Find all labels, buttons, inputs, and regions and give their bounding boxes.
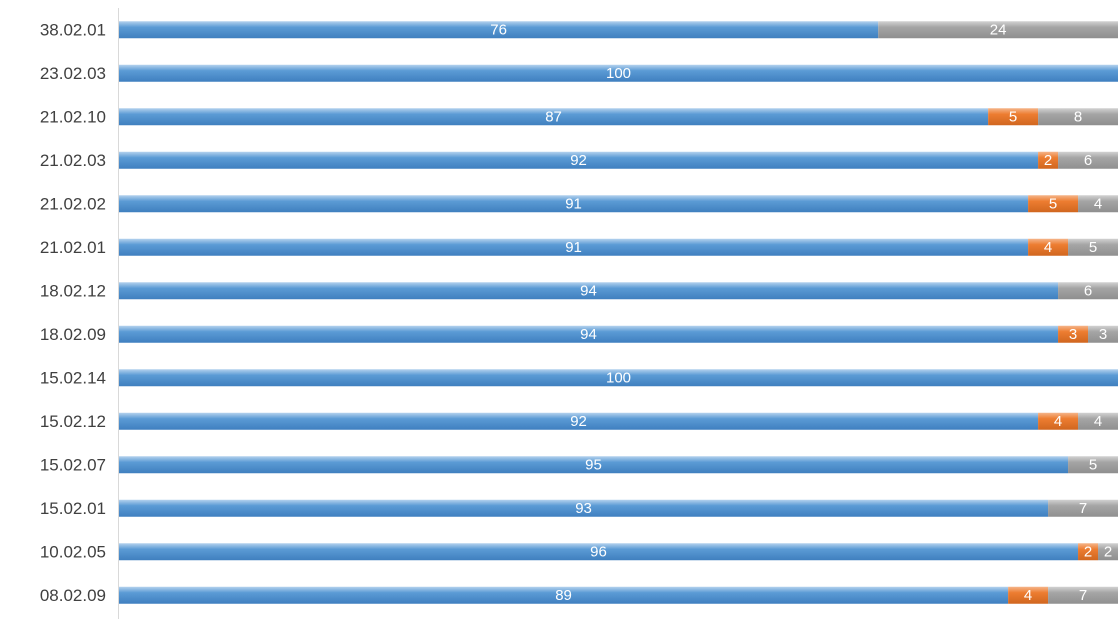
data-label: 24 [990,21,1007,38]
category-label: 21.02.03 [40,151,106,170]
category-label: 18.02.09 [40,325,106,344]
data-label: 5 [1089,456,1097,473]
category-label: 21.02.10 [40,107,106,126]
data-label: 4 [1024,587,1032,604]
data-label: 6 [1084,282,1092,299]
data-label: 95 [585,456,602,473]
category-label: 15.02.07 [40,455,106,474]
data-label: 94 [580,282,597,299]
data-label: 7 [1079,500,1087,517]
data-label: 6 [1084,152,1092,169]
data-label: 100 [606,369,631,386]
data-label: 3 [1069,326,1077,343]
data-label: 94 [580,326,597,343]
data-label: 96 [590,543,607,560]
category-label: 08.02.09 [40,586,106,605]
bars-layer [119,21,1118,604]
data-label: 4 [1094,413,1102,430]
data-label: 5 [1049,195,1057,212]
category-label: 15.02.12 [40,412,106,431]
data-label: 91 [565,195,582,212]
category-label: 38.02.01 [40,20,106,39]
data-label: 93 [575,500,592,517]
data-label: 7 [1079,587,1087,604]
data-label: 4 [1054,413,1062,430]
data-label: 76 [490,21,507,38]
data-label: 4 [1044,239,1052,256]
category-label: 15.02.01 [40,499,106,518]
data-label: 3 [1099,326,1107,343]
category-label: 23.02.03 [40,64,106,83]
data-label: 5 [1009,108,1017,125]
data-label: 2 [1084,543,1092,560]
data-label: 92 [570,152,587,169]
category-label: 18.02.12 [40,281,106,300]
data-label: 5 [1089,239,1097,256]
data-label: 100 [606,65,631,82]
category-labels: 08.02.09 10.02.05 15.02.01 15.02.07 15.02.12… [40,20,106,605]
data-label: 91 [565,239,582,256]
data-label: 8 [1074,108,1082,125]
data-label: 2 [1104,543,1112,560]
category-label: 21.02.01 [40,238,106,257]
data-label: 87 [545,108,562,125]
data-label: 2 [1044,152,1052,169]
category-label: 15.02.14 [40,368,106,387]
data-label: 92 [570,413,587,430]
data-label: 4 [1094,195,1102,212]
data-label: 89 [555,587,572,604]
category-label: 21.02.02 [40,194,106,213]
category-label: 10.02.05 [40,542,106,561]
